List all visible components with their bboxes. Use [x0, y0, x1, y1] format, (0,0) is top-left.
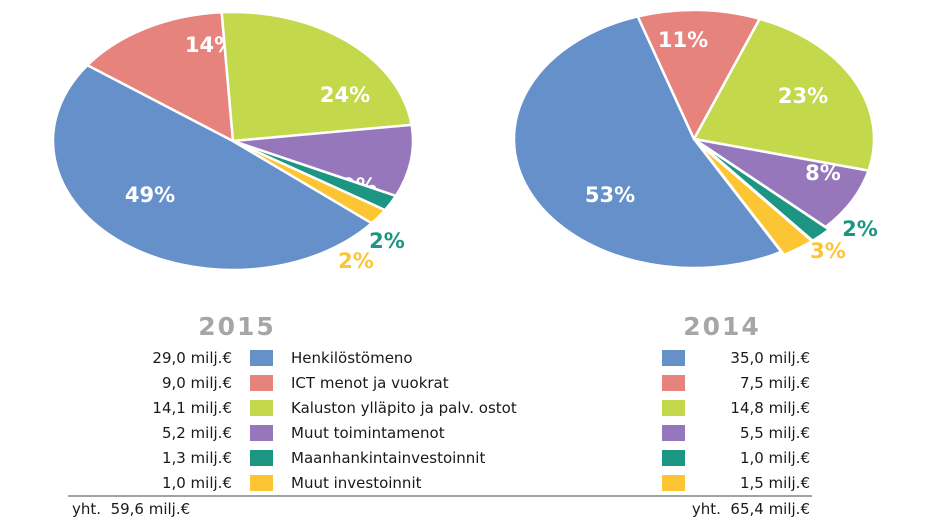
legend-amount-2015: 9,0 milj.€ [162, 374, 232, 392]
legend-amount-2014: 5,5 milj.€ [740, 424, 810, 442]
legend-swatch-2014 [662, 400, 685, 416]
legend-amount-2015: 5,2 milj.€ [162, 424, 232, 442]
pie-slice-2015-1 [51, 63, 373, 272]
slice-label-2015-1: 49% [125, 183, 175, 207]
legend-amount-2014: 14,8 milj.€ [730, 399, 810, 417]
legend-category-label: Henkilöstömeno [291, 349, 413, 367]
pie-slice-2014-2 [636, 8, 761, 141]
legend-swatch-2014 [662, 475, 685, 491]
legend-swatch-2015 [250, 475, 273, 491]
legend-swatch-2015 [250, 375, 273, 391]
slice-label-2014-1: 53% [585, 183, 635, 207]
legend-amount-2014: 35,0 milj.€ [730, 349, 810, 367]
pie-chart-2014: 53% 11% 23% 8% 2%3% [512, 8, 878, 270]
slice-label-2014-3: 23% [778, 84, 828, 108]
pie-slice-2015-3 [220, 10, 413, 143]
pie-slice-2015-2 [86, 11, 235, 143]
legend-category-label: ICT menot ja vuokrat [291, 374, 449, 392]
slice-label-2014-6: 3% [810, 239, 846, 263]
year-2014-heading: 2014 [683, 312, 761, 341]
legend-category-label: Kaluston ylläpito ja palv. ostot [291, 399, 517, 417]
legend-swatch-2015 [250, 400, 273, 416]
legend-amount-2014: 7,5 milj.€ [740, 374, 810, 392]
legend-swatch-2014 [662, 450, 685, 466]
legend-amount-2015: 29,0 milj.€ [152, 349, 232, 367]
pie-slice-2014-3 [692, 17, 876, 172]
legend-category-label: Maanhankintainvestoinnit [291, 449, 485, 467]
slice-label-2015-5: 2% [369, 229, 405, 253]
slice-label-2014-4: 8% [805, 161, 841, 185]
legend-table: 29,0 milj.€ Henkilöstömeno 35,0 milj.€ 9,0 … [152, 349, 810, 492]
legend-swatch-2014 [662, 350, 685, 366]
legend-swatch-2015 [250, 450, 273, 466]
year-2015-heading: 2015 [198, 312, 276, 341]
legend-swatch-2015 [250, 350, 273, 366]
slice-label-2014-5: 2% [842, 217, 878, 241]
legend-swatch-2015 [250, 425, 273, 441]
pie-slice-2014-1 [512, 15, 783, 270]
slice-label-2015-6: 2% [338, 249, 374, 273]
legend-amount-2015: 1,3 milj.€ [162, 449, 232, 467]
legend-swatch-2014 [662, 375, 685, 391]
pie-slice-2014-4 [692, 137, 870, 229]
total-2015: yht. 59,6 milj.€ [72, 500, 190, 518]
legend-swatch-2014 [662, 425, 685, 441]
legend-category-label: Muut toimintamenot [291, 424, 445, 442]
pie-slice-2015-6 [231, 139, 387, 225]
pie-slice-2015-4 [231, 123, 415, 198]
legend-amount-2015: 1,0 milj.€ [162, 474, 232, 492]
slice-label-2014-2: 11% [658, 28, 708, 52]
slice-label-2015-3: 24% [320, 83, 370, 107]
total-2014: yht. 65,4 milj.€ [692, 500, 810, 518]
legend-amount-2014: 1,0 milj.€ [740, 449, 810, 467]
pie-chart-2015: 49%14%24%9%2%2% [51, 10, 415, 273]
legend-amount-2015: 14,1 milj.€ [152, 399, 232, 417]
legend-category-label: Muut investoinnit [291, 474, 422, 492]
legend-amount-2014: 1,5 milj.€ [740, 474, 810, 492]
pie-slice-2014-6 [695, 140, 814, 257]
